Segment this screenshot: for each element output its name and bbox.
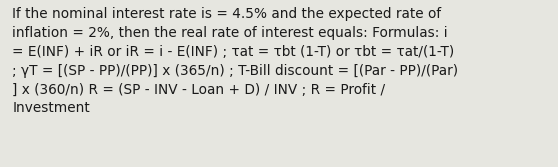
Text: If the nominal interest rate is = 4.5% and the expected rate of
inflation = 2%, : If the nominal interest rate is = 4.5% a… [12,7,459,115]
